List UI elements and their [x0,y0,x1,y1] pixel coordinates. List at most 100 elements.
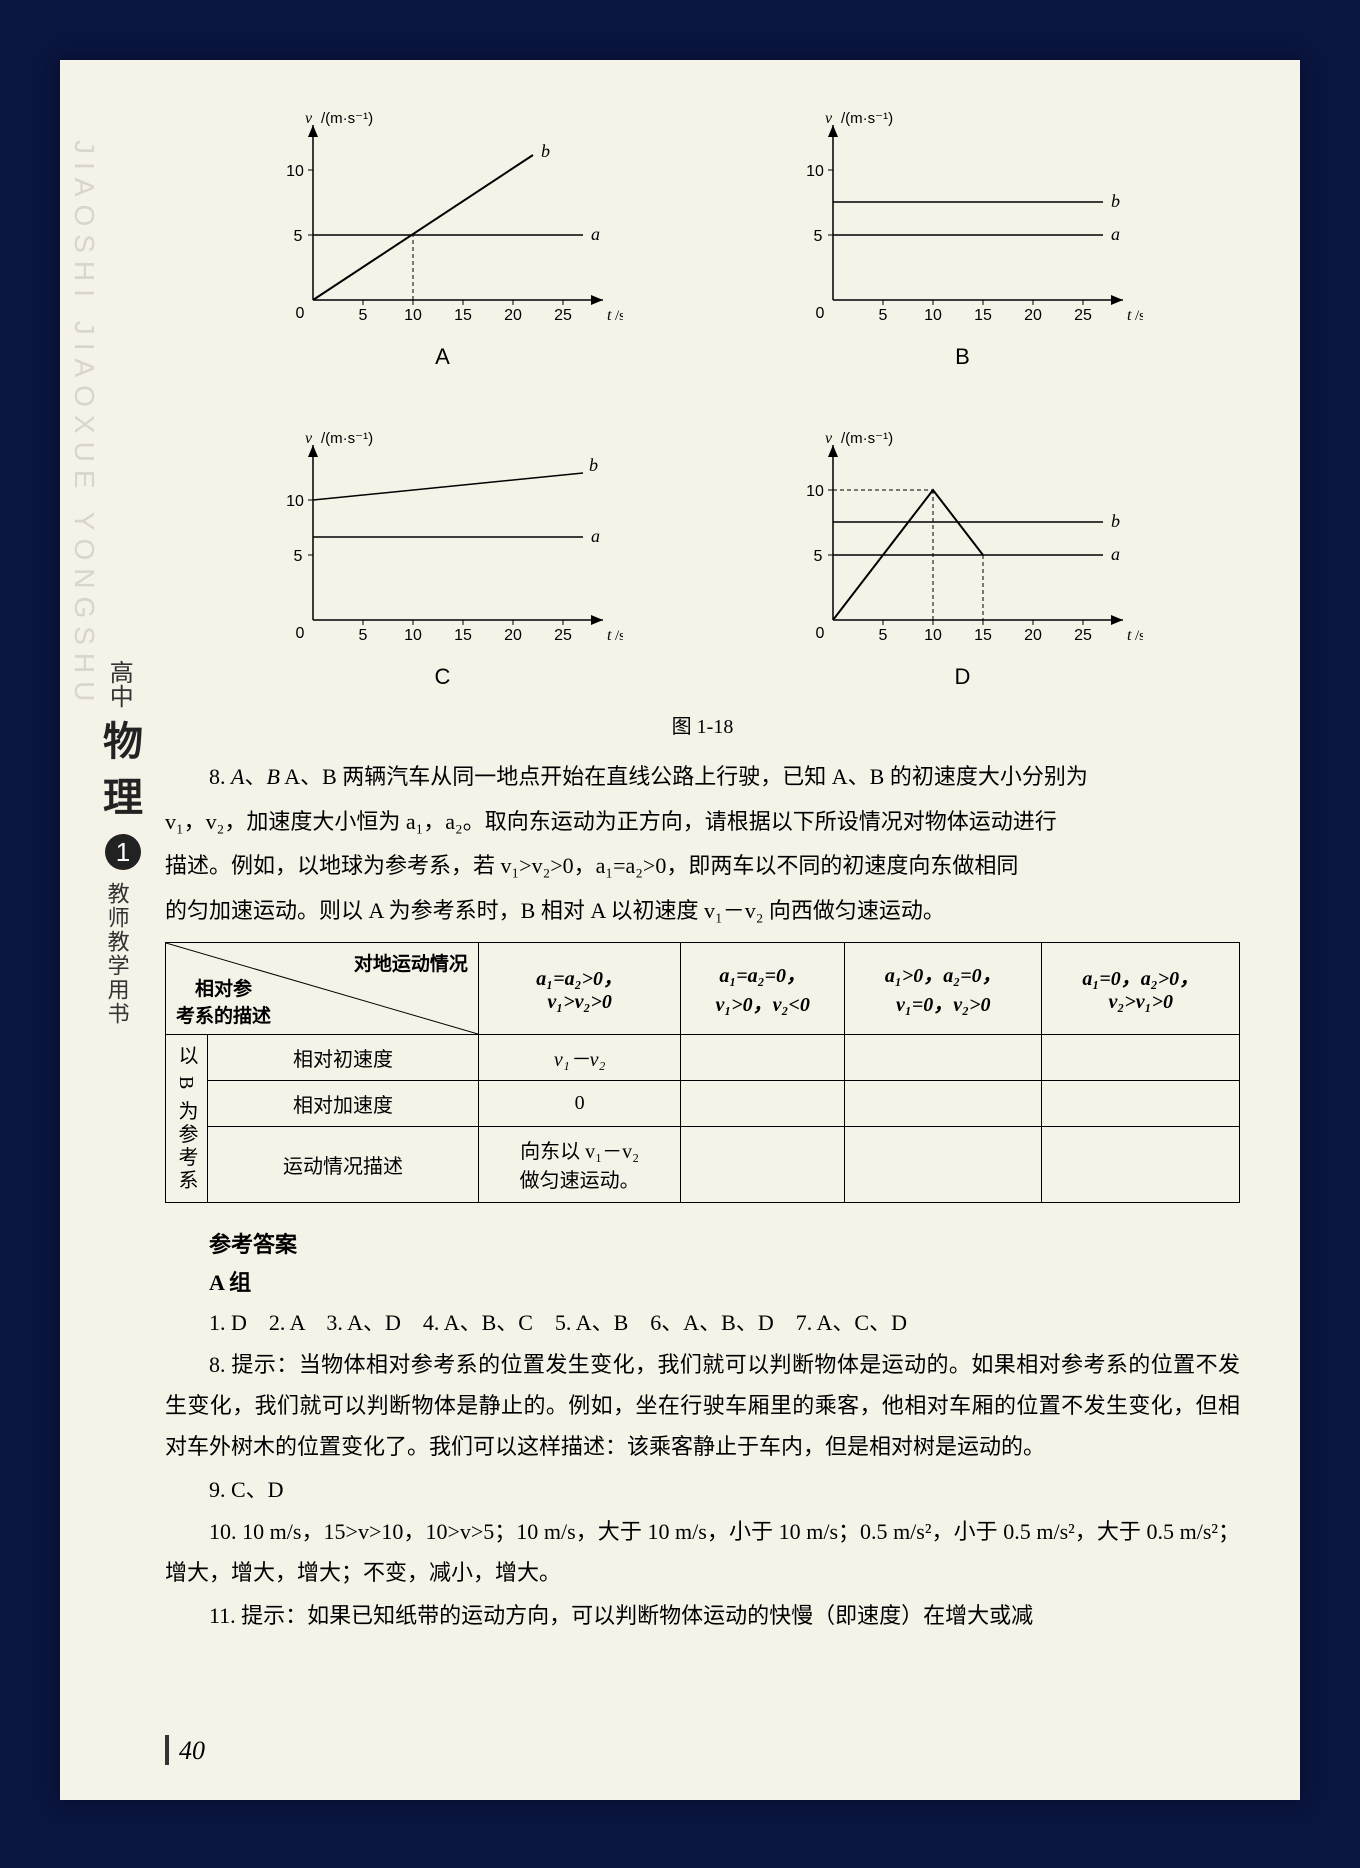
chart-D: 5 10 15 20 25 5 10 0 a b [753,430,1173,690]
watermark-text: JIAOSHI JIAOXUE YONGSHU [68,140,100,709]
svg-text:15: 15 [974,307,992,324]
svg-text:/s: /s [615,308,623,324]
answers-1-7: 1. D 2. A 3. A、D 4. A、B、C 5. A、B 6、A、B、D… [165,1303,1240,1344]
svg-text:t: t [607,307,612,324]
svg-text:10: 10 [806,483,824,500]
chart-C-svg: 5 10 15 20 25 5 10 0 a b v /(m·s⁻¹) [263,430,623,660]
relative-motion-table: 对地运动情况 相对参 考系的描述 a₁=a₂>0，v₁>v₂>0 a₁=a₂=0… [165,942,1240,1203]
svg-text:10: 10 [806,163,824,180]
row3-col1: 向东以 v₁－v₂ 做匀速运动。 [478,1126,680,1202]
svg-text:0: 0 [815,625,824,642]
chart-B: 5 10 15 20 25 5 10 0 a b v /(m·s⁻¹) [753,110,1173,370]
chart-B-label: B [753,344,1173,370]
chart-C-label: C [233,664,653,690]
svg-text:15: 15 [454,627,472,644]
answers-heading: 参考答案 [165,1227,1240,1259]
svg-text:/(m·s⁻¹): /(m·s⁻¹) [841,110,893,127]
diag-bot-label: 相对参 考系的描述 [176,974,271,1028]
svg-text:10: 10 [924,627,942,644]
svg-text:15: 15 [454,307,472,324]
answer-11: 11. 提示：如果已知纸带的运动方向，可以判断物体运动的快慢（即速度）在增大或减 [165,1596,1240,1637]
row2-col2 [681,1080,845,1126]
answer-10: 10. 10 m/s，15>v>10，10>v>5；10 m/s，大于 10 m… [165,1512,1240,1593]
chart-D-svg: 5 10 15 20 25 5 10 0 a b [783,430,1143,660]
svg-text:10: 10 [286,493,304,510]
svg-text:v: v [305,430,313,447]
svg-text:10: 10 [404,307,422,324]
chart-D-label: D [753,664,1173,690]
rowgroup-label: 以 B 为参考系 [172,1045,201,1192]
chart-A: 5 10 15 20 25 5 10 0 a b [233,110,653,370]
svg-text:20: 20 [1024,307,1042,324]
chart-A-svg: 5 10 15 20 25 5 10 0 a b [263,110,623,340]
svg-text:5: 5 [878,307,887,324]
spine-physics: 物 理 [102,716,144,824]
svg-text:25: 25 [554,307,572,324]
svg-text:b: b [1111,191,1120,211]
col3-header: a₁>0，a₂=0，v₁=0，v₂>0 [845,942,1042,1034]
svg-text:v: v [305,110,313,127]
row2-col1: 0 [478,1080,680,1126]
svg-text:/s: /s [615,628,623,644]
document-page: JIAOSHI JIAOXUE YONGSHU 高中 物 理 1 教师教学用书 … [60,60,1300,1800]
svg-text:10: 10 [404,627,422,644]
col2-header: a₁=a₂=0，v₁>0，v₂<0 [681,942,845,1034]
spine-label: 高中 物 理 1 教师教学用书 [102,660,144,1026]
col4-header: a₁=0，a₂>0，v₂>v₁>0 [1042,942,1240,1034]
svg-text:25: 25 [1074,627,1092,644]
svg-text:5: 5 [358,627,367,644]
row2-col4 [1042,1080,1240,1126]
page-number: 40 [165,1735,205,1766]
row2-col3 [845,1080,1042,1126]
answer-9: 9. C、D [165,1470,1240,1511]
svg-text:10: 10 [924,307,942,324]
table-header-diagonal: 对地运动情况 相对参 考系的描述 [166,942,479,1034]
svg-text:0: 0 [815,305,824,322]
svg-text:/(m·s⁻¹): /(m·s⁻¹) [321,430,373,447]
row2-label: 相对加速度 [208,1080,479,1126]
svg-text:5: 5 [813,548,822,565]
svg-text:15: 15 [974,627,992,644]
svg-text:v: v [825,430,833,447]
spine-volume-num: 1 [105,834,141,870]
col1-header: a₁=a₂>0，v₁>v₂>0 [478,942,680,1034]
svg-text:a: a [591,526,600,546]
svg-text:b: b [1111,511,1120,531]
question-8-line4: 的匀加速运动。则以 A 为参考系时，B 相对 A 以初速度 v₁－v₂ 向西做匀… [165,891,1240,932]
svg-text:20: 20 [1024,627,1042,644]
svg-text:/s: /s [1135,308,1143,324]
svg-text:v: v [825,110,833,127]
group-a-label: A 组 [165,1265,1240,1297]
question-8-line1: 8. A、B A、B 两辆汽车从同一地点开始在直线公路上行驶，已知 A、B 的初… [165,757,1240,798]
svg-text:t: t [1127,307,1132,324]
svg-text:0: 0 [295,625,304,642]
svg-text:b: b [541,141,550,161]
row3-col4 [1042,1126,1240,1202]
svg-text:/(m·s⁻¹): /(m·s⁻¹) [841,430,893,447]
row3-label: 运动情况描述 [208,1126,479,1202]
svg-text:10: 10 [286,163,304,180]
svg-text:a: a [591,224,600,244]
svg-text:5: 5 [813,228,822,245]
row1-col4 [1042,1034,1240,1080]
question-8-line2: v₁，v₂，加速度大小恒为 a₁，a₂。取向东运动为正方向，请根据以下所设情况对… [165,802,1240,843]
svg-text:25: 25 [554,627,572,644]
svg-text:/s: /s [1135,628,1143,644]
svg-text:20: 20 [504,627,522,644]
svg-text:5: 5 [293,548,302,565]
figure-1-18-charts-grid: 5 10 15 20 25 5 10 0 a b [165,110,1240,690]
svg-text:5: 5 [358,307,367,324]
svg-text:a: a [1111,544,1120,564]
svg-text:/(m·s⁻¹): /(m·s⁻¹) [321,110,373,127]
svg-text:20: 20 [504,307,522,324]
svg-text:t: t [1127,627,1132,644]
svg-text:5: 5 [293,228,302,245]
row1-col1: v₁－v₂ [478,1034,680,1080]
svg-text:0: 0 [295,305,304,322]
row1-label: 相对初速度 [208,1034,479,1080]
spine-subject: 高中 [102,660,133,708]
chart-B-svg: 5 10 15 20 25 5 10 0 a b v /(m·s⁻¹) [783,110,1143,340]
svg-text:25: 25 [1074,307,1092,324]
row3-col2 [681,1126,845,1202]
question-8-line3: 描述。例如，以地球为参考系，若 v₁>v₂>0，a₁=a₂>0，即两车以不同的初… [165,846,1240,887]
